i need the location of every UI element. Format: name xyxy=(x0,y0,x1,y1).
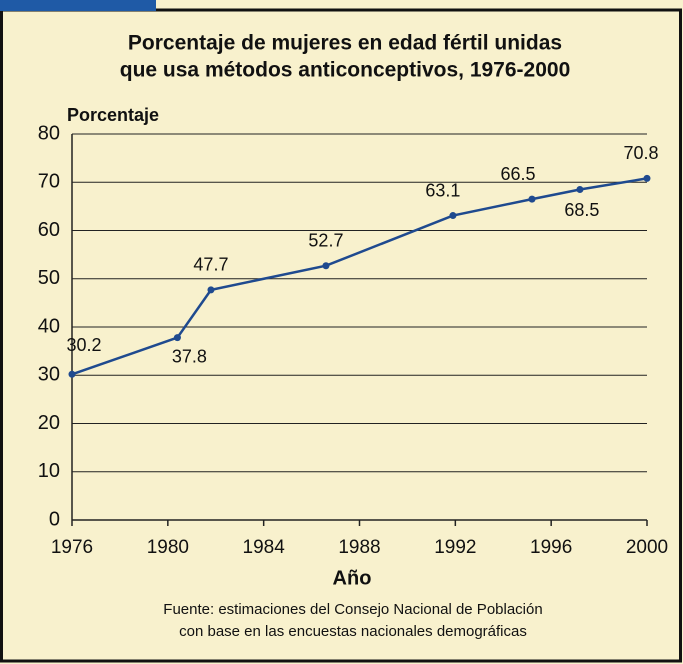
data-label: 70.8 xyxy=(623,143,658,163)
y-tick-label: 30 xyxy=(38,364,60,386)
x-tick-label: 1992 xyxy=(434,537,476,558)
point xyxy=(207,286,215,294)
point xyxy=(576,185,584,193)
point xyxy=(449,212,457,220)
point xyxy=(68,370,76,378)
tab xyxy=(0,0,156,11)
y-tick-label: 0 xyxy=(49,508,60,530)
source: Fuente: estimaciones del Consejo Naciona… xyxy=(163,601,542,618)
chart-title: Porcentaje de mujeres en edad fértil uni… xyxy=(128,32,562,55)
data-label: 68.5 xyxy=(564,200,599,220)
point xyxy=(528,195,536,203)
y-tick-label: 80 xyxy=(38,122,60,144)
data-label: 30.2 xyxy=(66,335,101,355)
x-tick-label: 1996 xyxy=(530,537,572,558)
data-label: 47.7 xyxy=(193,255,228,275)
y-tick-label: 20 xyxy=(38,412,60,434)
point xyxy=(173,334,181,342)
x-tick-label: 2000 xyxy=(626,537,668,558)
y-tick-label: 40 xyxy=(38,315,60,337)
point xyxy=(643,174,651,182)
source: con base en las encuestas nacionales dem… xyxy=(179,623,527,640)
x-tick-label: 1976 xyxy=(51,537,93,558)
point xyxy=(322,262,330,270)
x-axis-label: Año xyxy=(333,567,372,589)
x-tick-label: 1988 xyxy=(338,537,380,558)
data-label: 66.5 xyxy=(500,164,535,184)
data-label: 52.7 xyxy=(308,230,343,250)
x-tick-label: 1984 xyxy=(243,537,286,558)
y-axis-label: Porcentaje xyxy=(67,105,159,125)
line xyxy=(71,177,648,376)
y-tick-label: 60 xyxy=(38,219,60,241)
y-tick-label: 50 xyxy=(38,267,60,289)
chart-title: que usa métodos anticonceptivos, 1976-20… xyxy=(120,59,571,82)
y-tick-label: 10 xyxy=(38,460,60,482)
data-label: 63.1 xyxy=(425,180,460,200)
x-tick-label: 1980 xyxy=(147,537,189,558)
data-label: 37.8 xyxy=(172,346,207,366)
y-tick-label: 70 xyxy=(38,171,60,193)
frame xyxy=(0,8,682,663)
